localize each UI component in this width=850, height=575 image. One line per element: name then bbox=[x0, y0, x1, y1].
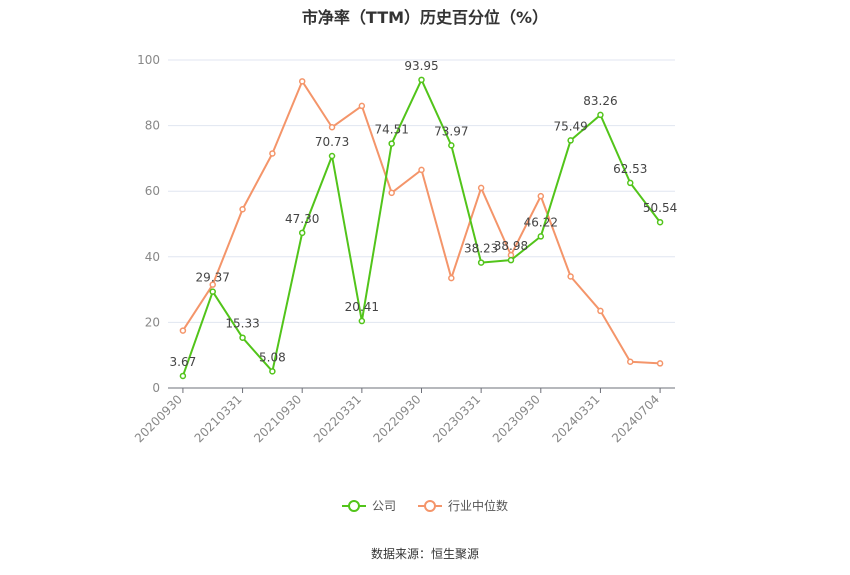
data-label: 83.26 bbox=[583, 94, 617, 108]
series-line-company bbox=[181, 78, 661, 377]
data-point bbox=[269, 368, 276, 375]
legend-item-industry-median[interactable]: 行业中位数 bbox=[418, 497, 508, 514]
x-tick-label: 20220930 bbox=[371, 392, 424, 445]
x-tick-label: 20240704 bbox=[609, 392, 662, 445]
data-point bbox=[567, 273, 574, 280]
legend-swatch bbox=[418, 499, 442, 513]
data-point bbox=[477, 259, 485, 266]
data-point bbox=[448, 274, 455, 282]
data-point bbox=[597, 307, 604, 315]
x-tick-label: 20200930 bbox=[132, 392, 185, 445]
x-tick-label: 20230331 bbox=[430, 392, 483, 445]
data-point bbox=[656, 218, 664, 226]
data-label: 38.98 bbox=[494, 239, 528, 253]
data-point bbox=[358, 317, 366, 325]
data-point bbox=[358, 102, 366, 110]
data-label: 74.51 bbox=[374, 123, 408, 137]
x-tick-label: 20210331 bbox=[192, 392, 245, 445]
data-label: 50.54 bbox=[643, 201, 677, 215]
data-label: 73.97 bbox=[434, 124, 468, 138]
y-tick-label: 80 bbox=[145, 119, 160, 133]
data-point bbox=[418, 76, 425, 84]
data-point bbox=[179, 372, 187, 380]
legend-label: 行业中位数 bbox=[448, 499, 509, 513]
data-point bbox=[388, 140, 395, 147]
y-tick-label: 100 bbox=[137, 53, 160, 67]
data-label: 47.30 bbox=[285, 212, 319, 226]
source-note: 数据来源：恒生聚源 bbox=[370, 547, 479, 561]
data-point bbox=[656, 360, 664, 367]
data-point bbox=[507, 256, 515, 264]
data-point bbox=[627, 179, 634, 187]
data-label: 15.33 bbox=[225, 317, 259, 331]
x-tick-label: 20220331 bbox=[311, 392, 364, 445]
data-point bbox=[537, 233, 545, 240]
data-point bbox=[209, 281, 216, 288]
data-point bbox=[328, 123, 336, 131]
data-label: 62.53 bbox=[613, 162, 647, 176]
x-tick-label: 20230930 bbox=[490, 392, 543, 445]
data-label: 70.73 bbox=[315, 135, 349, 149]
data-point bbox=[298, 229, 306, 237]
data-point bbox=[418, 166, 425, 174]
data-point bbox=[179, 327, 187, 334]
data-point bbox=[269, 150, 276, 157]
x-tick-label: 20210930 bbox=[251, 392, 304, 445]
data-point bbox=[448, 142, 455, 149]
data-label: 29.37 bbox=[196, 271, 230, 285]
data-point bbox=[477, 184, 485, 192]
y-tick-label: 0 bbox=[152, 381, 160, 395]
y-tick-label: 40 bbox=[145, 250, 160, 264]
legend-label: 公司 bbox=[371, 499, 396, 513]
data-label: 20.41 bbox=[345, 300, 379, 314]
chart-title: 市净率（TTM）历史百分位（%） bbox=[301, 8, 549, 27]
y-tick-label: 20 bbox=[145, 315, 160, 329]
data-point bbox=[239, 334, 246, 341]
data-point bbox=[627, 358, 634, 366]
data-point bbox=[239, 205, 246, 213]
chart-legend: 公司 行业中位数 bbox=[0, 497, 850, 514]
data-label: 5.08 bbox=[259, 350, 286, 364]
data-point bbox=[537, 192, 545, 200]
data-point bbox=[597, 111, 604, 119]
legend-item-company[interactable]: 公司 bbox=[341, 497, 396, 514]
legend-swatch bbox=[341, 499, 366, 513]
data-label: 46.22 bbox=[524, 215, 558, 229]
data-point bbox=[328, 152, 336, 160]
x-tick-label: 20240331 bbox=[549, 392, 602, 445]
data-point bbox=[388, 189, 395, 197]
data-point bbox=[567, 137, 574, 144]
data-point bbox=[209, 288, 216, 295]
data-label: 93.95 bbox=[404, 59, 438, 73]
y-tick-label: 60 bbox=[145, 184, 160, 198]
data-label: 38.23 bbox=[464, 242, 498, 256]
data-label: 75.49 bbox=[553, 119, 587, 133]
data-point bbox=[298, 78, 306, 85]
data-label: 3.67 bbox=[170, 355, 197, 369]
